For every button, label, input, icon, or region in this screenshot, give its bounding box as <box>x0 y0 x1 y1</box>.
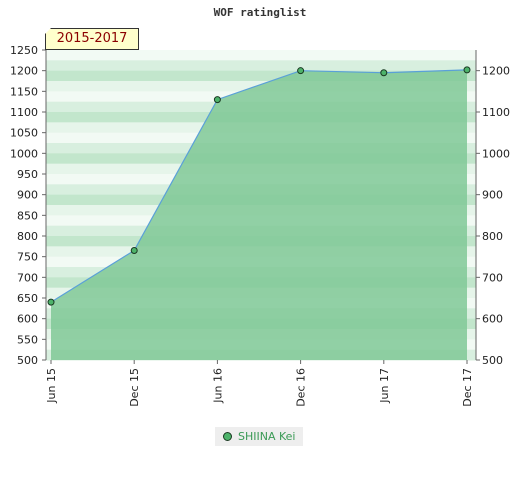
y-tick-label: 950 <box>17 168 38 181</box>
grid-band <box>46 70 476 82</box>
y-tick-label: 750 <box>17 251 38 264</box>
chart-title: WOF ratinglist <box>214 6 307 19</box>
y-tick-label: 650 <box>17 292 38 305</box>
legend[interactable]: SHIINA Kei <box>215 427 304 446</box>
y-tick-label: 1150 <box>10 85 38 98</box>
x-tick-label: Jun 15 <box>45 368 58 404</box>
y-tick-label-right: 600 <box>482 313 503 326</box>
y-tick-label-right: 1100 <box>482 106 510 119</box>
y-axis-right-ticks: 500 600 700 800 900 1000 1100 1200 <box>476 65 510 367</box>
y-tick-label: 1000 <box>10 147 38 160</box>
y-tick-label-right: 900 <box>482 189 503 202</box>
x-tick-label: Dec 17 <box>461 368 474 407</box>
y-tick-label: 1250 <box>10 44 38 57</box>
data-point[interactable] <box>380 69 388 77</box>
data-point[interactable] <box>130 246 138 254</box>
data-point[interactable] <box>463 66 471 74</box>
y-tick-label: 1050 <box>10 127 38 140</box>
x-tick-label: Dec 15 <box>128 368 141 407</box>
x-tick-label: Jun 16 <box>211 368 224 404</box>
legend-label: SHIINA Kei <box>238 430 296 443</box>
y-tick-label-right: 1000 <box>482 147 510 160</box>
y-tick-label-right: 800 <box>482 230 503 243</box>
period-text: 2015-2017 <box>56 31 128 46</box>
y-tick-label: 700 <box>17 271 38 284</box>
y-axis-left-ticks: 500 550 600 650 700 750 800 850 900 950 1000 1050 11… <box>10 44 46 367</box>
data-point[interactable] <box>47 298 55 306</box>
y-tick-label: 1200 <box>10 65 38 78</box>
data-point[interactable] <box>297 67 305 75</box>
y-tick-label: 800 <box>17 230 38 243</box>
x-tick-label: Dec 16 <box>295 368 308 407</box>
series-area <box>51 69 467 360</box>
y-tick-label: 1100 <box>10 106 38 119</box>
y-tick-label-right: 500 <box>482 354 503 367</box>
legend-marker <box>223 432 232 441</box>
series-line <box>50 69 468 303</box>
y-tick-label: 850 <box>17 209 38 222</box>
data-point[interactable] <box>213 96 221 104</box>
y-tick-label: 550 <box>17 333 38 346</box>
y-tick-label-right: 1200 <box>482 65 510 78</box>
series-markers <box>47 66 471 306</box>
y-tick-label: 600 <box>17 313 38 326</box>
grid-band <box>46 60 476 72</box>
y-tick-label: 500 <box>17 354 38 367</box>
grid-band <box>46 50 476 61</box>
period-label: 2015-2017 <box>45 28 139 50</box>
x-axis-ticks: Jun 15 Dec 15 Jun 16 Dec 16 Jun 17 Dec 17 <box>45 360 474 407</box>
y-tick-label: 900 <box>17 189 38 202</box>
y-tick-label-right: 700 <box>482 271 503 284</box>
x-tick-label: Jun 17 <box>378 368 391 404</box>
